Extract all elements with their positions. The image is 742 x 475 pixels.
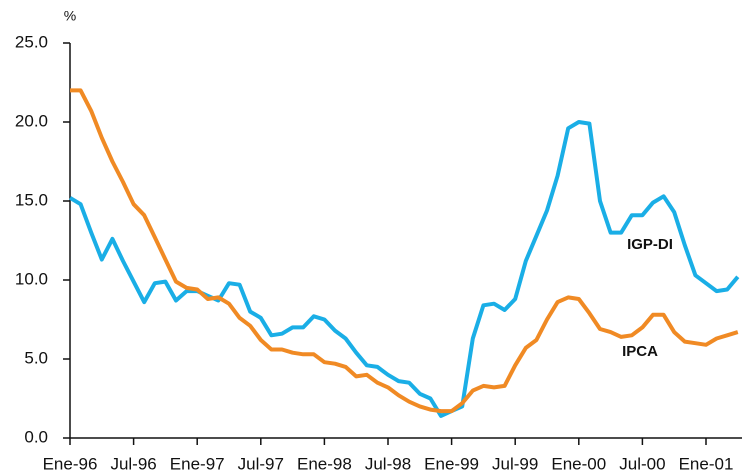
x-tick-label: Jul-98 [365,454,411,473]
x-tick-label: Jul-97 [238,454,284,473]
x-tick-label: Ene-96 [43,454,98,473]
series-label: IPCA [622,343,658,360]
y-unit-label: % [64,8,76,24]
y-tick-label: 25.0 [15,32,48,51]
series-line [70,88,739,414]
x-tick-label: Jul-96 [110,454,156,473]
series-line [68,120,740,418]
x-tick-label: Ene-99 [424,454,479,473]
y-tick-label: 15.0 [15,190,48,209]
x-tick-label: Jul-99 [492,454,538,473]
x-tick-label: Ene-98 [297,454,352,473]
x-tick-label: Ene-00 [551,454,606,473]
x-tick-label: Ene-01 [679,454,734,473]
y-tick-label: 5.0 [24,348,48,367]
x-tick-label: Ene-97 [170,454,225,473]
y-tick-label: 20.0 [15,111,48,130]
series-label: IGP-DI [627,236,673,253]
y-tick-label: 10.0 [15,269,48,288]
y-tick-label: 0.0 [24,427,48,446]
x-tick-label: Jul-00 [619,454,665,473]
